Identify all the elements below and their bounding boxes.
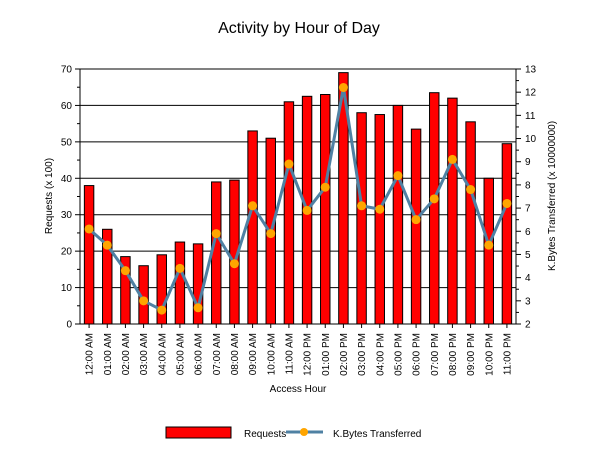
y-tick-label-6: 60 [61, 101, 73, 112]
kbytes-point-16 [375, 204, 385, 214]
bars-group [83, 72, 513, 325]
legend-label-requests: Requests [244, 429, 286, 440]
y2-tick-label-2: 4 [525, 273, 531, 284]
x-tick-label-13: 01:00 PM [321, 333, 332, 376]
kbytes-point-4 [157, 305, 167, 315]
kbytes-point-17 [393, 171, 403, 181]
y-tick-label-3: 30 [61, 210, 73, 221]
x-tick-label-4: 04:00 AM [157, 333, 168, 375]
x-axis-label: Access Hour [270, 384, 327, 395]
kbytes-point-22 [484, 240, 494, 250]
kbytes-point-6 [193, 303, 203, 313]
kbytes-point-19 [429, 194, 439, 204]
x-tick-label-23: 11:00 PM [502, 333, 513, 375]
y-tick-label-2: 20 [61, 247, 73, 258]
y2-tick-label-8: 10 [525, 134, 537, 145]
kbytes-point-3 [139, 296, 149, 306]
x-tick-label-19: 07:00 PM [430, 333, 441, 376]
x-tick-label-16: 04:00 PM [375, 333, 386, 376]
y-tick-label-4: 40 [61, 174, 73, 185]
x-tick-label-1: 01:00 AM [103, 333, 114, 375]
kbytes-point-5 [175, 263, 185, 273]
x-tick-label-9: 09:00 AM [248, 333, 259, 375]
y-axis-label: Requests (x 100) [44, 158, 55, 234]
y2-tick-label-5: 7 [525, 204, 531, 215]
bar-0 [83, 185, 95, 325]
x-tick-label-15: 03:00 PM [357, 333, 368, 376]
kbytes-point-15 [357, 201, 367, 211]
bar-18 [410, 128, 422, 325]
bar-23 [501, 143, 513, 325]
y2-tick-label-9: 11 [525, 111, 536, 122]
x-tick-label-3: 03:00 AM [139, 333, 150, 375]
y2-tick-label-10: 12 [525, 88, 537, 99]
y2-axis-label: K.Bytes Transferred (x 10000000) [547, 121, 558, 271]
kbytes-point-7 [211, 229, 221, 239]
kbytes-point-10 [266, 229, 276, 239]
x-tick-label-6: 06:00 AM [194, 333, 205, 375]
kbytes-point-9 [248, 201, 258, 211]
y-tick-label-7: 70 [61, 65, 73, 76]
legend-swatch-kbytes-marker [300, 428, 308, 436]
bar-5 [174, 241, 186, 325]
bar-20 [447, 97, 458, 325]
right-axis-ticks: 2 3 4 5 6 7 8 9 10 11 12 13 [516, 65, 537, 331]
y-tick-label-5: 50 [61, 137, 73, 148]
x-tick-label-8: 08:00 AM [230, 333, 241, 375]
kbytes-point-12 [302, 205, 312, 215]
kbytes-point-11 [284, 159, 294, 169]
x-tick-label-7: 07:00 AM [212, 333, 223, 375]
x-tick-label-12: 12:00 PM [303, 333, 314, 376]
bar-17 [392, 104, 404, 325]
x-tick-label-11: 11:00 AM [284, 333, 295, 375]
kbytes-point-20 [447, 154, 457, 164]
bar-16 [374, 114, 385, 325]
y2-tick-label-6: 8 [525, 180, 531, 191]
x-tick-label-21: 09:00 PM [466, 333, 477, 376]
y2-tick-label-7: 9 [525, 157, 531, 168]
kbytes-point-8 [229, 259, 239, 269]
bar-9 [247, 130, 258, 325]
kbytes-point-18 [411, 215, 421, 225]
x-tick-label-17: 05:00 PM [393, 333, 404, 376]
kbytes-point-1 [102, 240, 112, 250]
line-series-group [84, 83, 512, 315]
bar-22 [483, 177, 494, 325]
chart-title: Activity by Hour of Day [218, 20, 380, 37]
y-tick-label-0: 0 [66, 320, 72, 331]
x-tick-label-22: 10:00 PM [484, 333, 495, 376]
y-tick-label-1: 10 [61, 283, 73, 294]
kbytes-point-0 [84, 224, 94, 234]
kbytes-line [88, 86, 509, 312]
kbytes-point-23 [502, 198, 512, 208]
y2-tick-label-1: 3 [525, 296, 531, 307]
x-tick-label-0: 12:00 AM [85, 333, 96, 375]
legend-label-kbytes: K.Bytes Transferred [333, 429, 421, 440]
grid-lines [80, 68, 516, 289]
kbytes-point-21 [466, 185, 476, 195]
y2-tick-label-0: 2 [525, 320, 531, 331]
legend-swatch-requests [165, 426, 232, 439]
x-tick-label-18: 06:00 PM [412, 333, 423, 376]
y2-tick-label-3: 5 [525, 250, 531, 261]
kbytes-point-14 [338, 83, 348, 93]
x-tick-label-14: 02:00 PM [339, 333, 350, 376]
y2-tick-label-4: 6 [525, 227, 531, 238]
bar-15 [356, 112, 367, 325]
kbytes-point-2 [120, 266, 130, 276]
bar-19 [429, 92, 440, 325]
x-tick-label-10: 10:00 AM [266, 333, 277, 375]
x-tick-label-20: 08:00 PM [448, 333, 459, 376]
bar-13 [320, 94, 331, 325]
bar-21 [465, 121, 476, 325]
kbytes-point-13 [320, 182, 330, 192]
x-tick-label-5: 05:00 AM [175, 333, 186, 375]
left-axis-ticks: 0 10 20 30 40 50 60 70 [61, 65, 80, 331]
x-axis-ticks: 12:00 AM 01:00 AM 02:00 AM 03:00 AM 04:00 AM… [85, 324, 513, 376]
bar-11 [283, 101, 295, 325]
legend: Requests K.Bytes Transferred [165, 426, 421, 440]
x-tick-label-2: 02:00 AM [121, 333, 132, 375]
y2-tick-label-11: 13 [525, 65, 537, 76]
